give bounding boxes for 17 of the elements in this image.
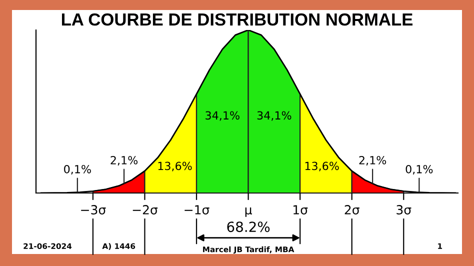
chart-title: LA COURBE DE DISTRIBUTION NORMALE xyxy=(62,13,412,26)
x-tick-label: 2σ xyxy=(344,205,360,214)
annotation: 0,1% xyxy=(64,164,91,174)
annotation: 0,1% xyxy=(406,164,433,174)
x-tick-label: −3σ xyxy=(81,205,106,214)
x-tick-label: μ xyxy=(245,207,252,217)
x-tick-label: −1σ xyxy=(184,205,210,214)
text: 68.2% xyxy=(227,222,270,232)
annotation: 2,1% xyxy=(359,156,386,166)
annotation: 34,1% xyxy=(206,111,240,121)
annotation: 13,6% xyxy=(305,162,339,172)
x-tick-label: 3σ xyxy=(396,205,412,214)
x-tick-label: −2σ xyxy=(132,205,158,214)
annotation: 2,1% xyxy=(110,156,138,166)
annotation: 13,6% xyxy=(158,162,192,172)
x-tick-label: 1σ xyxy=(294,205,308,214)
annotation: 34,1% xyxy=(257,111,292,121)
